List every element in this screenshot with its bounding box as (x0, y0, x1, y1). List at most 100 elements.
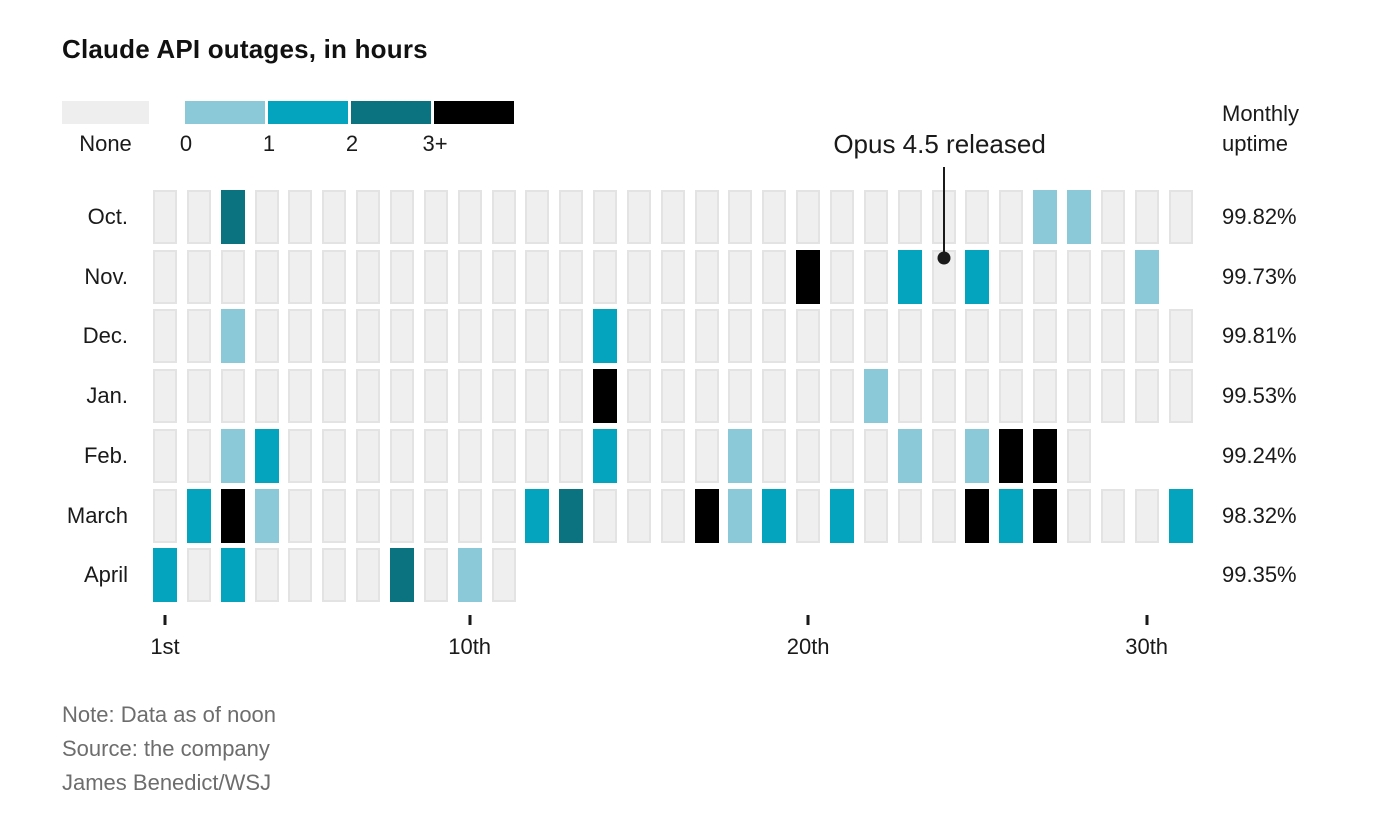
heatmap-cell (525, 488, 550, 543)
month-label-feb: Feb. (83, 442, 128, 468)
month-label-oct: Oct. (87, 204, 128, 229)
heatmap-cell (728, 249, 753, 304)
heatmap-cell (593, 309, 618, 364)
heatmap-cell (389, 548, 414, 603)
heatmap-cell (931, 309, 956, 364)
uptime-value: 99.35% (1222, 562, 1297, 588)
heatmap-cell (356, 309, 381, 364)
heatmap-cell (356, 428, 381, 483)
heatmap-cell (965, 488, 990, 543)
heatmap-cell (796, 190, 821, 244)
heatmap-cell (999, 309, 1024, 364)
uptime-value: 99.24% (1222, 442, 1297, 468)
heatmap-cell (457, 369, 482, 424)
month-label-march: March (66, 502, 128, 528)
heatmap-cell (186, 369, 211, 424)
heatmap-cell (186, 249, 211, 304)
heatmap-cell (965, 428, 990, 483)
uptime-value: 99.81% (1222, 323, 1297, 349)
heatmap-cell (389, 369, 414, 424)
heatmap-cell (1066, 249, 1091, 304)
heatmap-cell (153, 309, 177, 364)
heatmap-cell (728, 428, 753, 483)
month-label-dec: Dec. (82, 323, 128, 349)
heatmap-cell (694, 190, 719, 244)
heatmap-cell (728, 190, 753, 244)
heatmap-cell (830, 428, 854, 483)
heatmap-cell (762, 249, 787, 304)
uptime-value: 99.82% (1222, 204, 1297, 229)
legend-none-swatch (62, 101, 149, 124)
month-label-april: April (83, 562, 128, 588)
heatmap-cell (559, 488, 584, 543)
legend-bin-0 (185, 101, 265, 124)
footnote-line: Note: Data as of noon (62, 702, 277, 727)
heatmap-cell (491, 249, 516, 304)
heatmap-cell (423, 488, 448, 543)
heatmap-cell (288, 428, 313, 483)
heatmap-cell (525, 190, 550, 244)
heatmap-cell (830, 369, 854, 424)
heatmap-cell (254, 548, 279, 603)
heatmap-cell (1033, 369, 1058, 424)
heatmap-cell (220, 249, 245, 304)
heatmap-cell (288, 488, 313, 543)
annotation-dot (937, 251, 951, 265)
heatmap-cell (254, 488, 279, 543)
heatmap-cell (423, 548, 448, 603)
heatmap-cell (965, 249, 990, 304)
legend-bin-label: 0 (179, 131, 193, 156)
heatmap-cell (356, 548, 381, 603)
heatmap-cell (830, 190, 854, 244)
heatmap-cell (288, 249, 313, 304)
heatmap-cell (999, 428, 1024, 483)
heatmap-cell (931, 428, 956, 483)
heatmap-cell (423, 190, 448, 244)
heatmap-cell (897, 249, 922, 304)
heatmap-cell (153, 369, 177, 424)
heatmap-cell (1066, 428, 1091, 483)
heatmap-cell (660, 249, 685, 304)
heatmap-cell (660, 190, 685, 244)
heatmap-cell (559, 369, 584, 424)
heatmap-cell (965, 369, 990, 424)
legend-bin-label: 2 (345, 131, 359, 156)
heatmap-cell (220, 309, 245, 364)
heatmap-cell (694, 309, 719, 364)
heatmap-cell (999, 369, 1024, 424)
heatmap-cell (254, 309, 279, 364)
heatmap-cell (288, 309, 313, 364)
heatmap-cell (762, 428, 787, 483)
heatmap-cell (728, 309, 753, 364)
heatmap-cell (999, 190, 1024, 244)
heatmap-cell (1134, 249, 1159, 304)
heatmap-cell (186, 488, 211, 543)
heatmap-cell (626, 249, 651, 304)
heatmap-cell (660, 428, 685, 483)
heatmap-cell (593, 249, 618, 304)
heatmap-cell (1100, 369, 1125, 424)
heatmap-cell (322, 309, 347, 364)
axis-tick (806, 615, 810, 625)
heatmap-cell (694, 249, 719, 304)
heatmap-cell (356, 369, 381, 424)
footnote-line: James Benedict/WSJ (62, 770, 272, 795)
heatmap-cell (660, 309, 685, 364)
heatmap-cell (423, 369, 448, 424)
heatmap-cell (593, 428, 618, 483)
heatmap-cell (931, 369, 956, 424)
heatmap-cell (796, 369, 821, 424)
heatmap-cell (863, 309, 888, 364)
heatmap-cell (322, 488, 347, 543)
heatmap-cell (1134, 488, 1159, 543)
heatmap-cell (593, 369, 618, 424)
heatmap-cell (186, 190, 211, 244)
heatmap-cell (559, 428, 584, 483)
heatmap-cell (186, 309, 211, 364)
heatmap-cell (999, 488, 1024, 543)
chart-title: Claude API outages, in hours (62, 34, 428, 64)
heatmap-cell (1033, 249, 1058, 304)
heatmap-cell (491, 488, 516, 543)
heatmap-cell (288, 548, 313, 603)
heatmap-cell (796, 309, 821, 364)
